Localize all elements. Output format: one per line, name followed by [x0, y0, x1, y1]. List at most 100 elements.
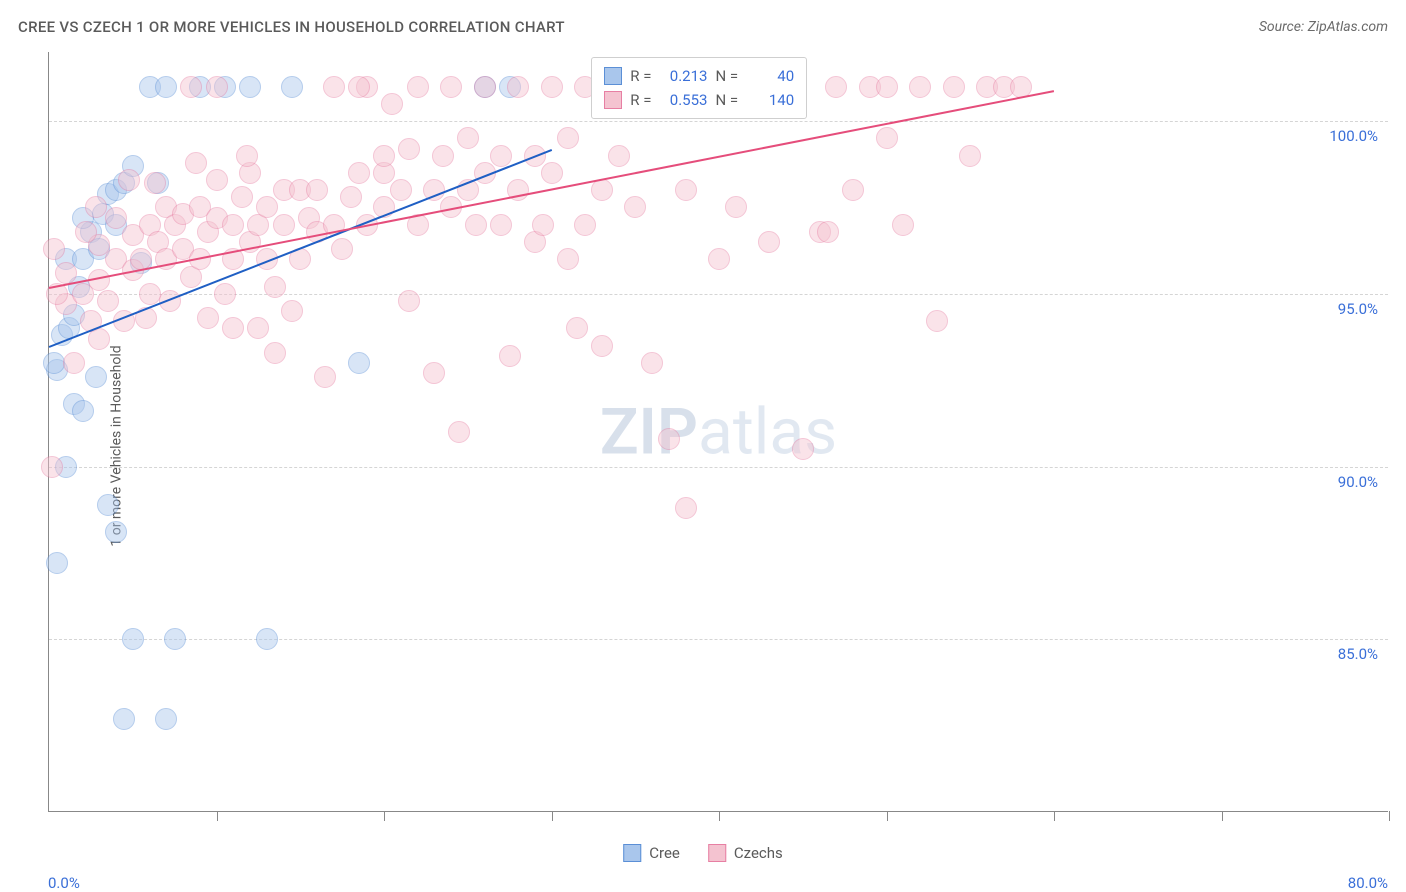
scatter-point: [113, 708, 135, 730]
scatter-point: [959, 145, 981, 167]
watermark-light: atlas: [698, 394, 837, 469]
x-tick: [217, 811, 218, 821]
x-tick: [1222, 811, 1223, 821]
scatter-point: [892, 214, 914, 236]
scatter-point: [72, 400, 94, 422]
scatter-point: [314, 366, 336, 388]
scatter-point: [206, 169, 228, 191]
scatter-point: [440, 76, 462, 98]
trend-line: [49, 90, 1054, 289]
scatter-point: [574, 214, 596, 236]
scatter-point: [348, 352, 370, 374]
scatter-point: [532, 214, 554, 236]
scatter-point: [281, 76, 303, 98]
scatter-point: [273, 214, 295, 236]
stats-legend-row: R = 0.553 N = 140: [604, 88, 794, 112]
legend-swatch: [708, 844, 726, 862]
scatter-point: [926, 310, 948, 332]
scatter-point: [214, 283, 236, 305]
legend-swatch: [623, 844, 641, 862]
scatter-point: [323, 76, 345, 98]
gridline: [49, 121, 1388, 122]
scatter-point: [105, 207, 127, 229]
bottom-legend-label: Czechs: [734, 844, 783, 862]
scatter-point: [105, 521, 127, 543]
scatter-point: [591, 179, 613, 201]
scatter-point: [817, 221, 839, 243]
scatter-point: [541, 76, 563, 98]
legend-n-label: N =: [715, 64, 738, 88]
chart-container: CREE VS CZECH 1 OR MORE VEHICLES IN HOUS…: [0, 0, 1406, 892]
scatter-point: [85, 196, 107, 218]
scatter-point: [197, 307, 219, 329]
scatter-point: [423, 362, 445, 384]
scatter-point: [43, 238, 65, 260]
scatter-point: [557, 127, 579, 149]
scatter-point: [876, 127, 898, 149]
scatter-point: [63, 352, 85, 374]
scatter-point: [43, 352, 65, 374]
scatter-point: [675, 179, 697, 201]
scatter-point: [432, 145, 454, 167]
scatter-point: [909, 76, 931, 98]
scatter-point: [306, 179, 328, 201]
scatter-point: [256, 196, 278, 218]
scatter-point: [608, 145, 630, 167]
scatter-point: [658, 428, 680, 450]
scatter-point: [264, 276, 286, 298]
x-tick: [719, 811, 720, 821]
scatter-point: [457, 127, 479, 149]
scatter-point: [97, 494, 119, 516]
stats-legend-row: R =0.213N =40: [604, 64, 794, 88]
scatter-point: [164, 628, 186, 650]
watermark-bold: ZIP: [600, 394, 698, 469]
scatter-point: [474, 76, 496, 98]
scatter-point: [144, 172, 166, 194]
scatter-point: [256, 628, 278, 650]
scatter-point: [943, 76, 965, 98]
legend-r-label: R =: [630, 88, 651, 112]
scatter-point: [390, 179, 412, 201]
chart-title: CREE VS CZECH 1 OR MORE VEHICLES IN HOUS…: [18, 18, 565, 36]
scatter-point: [758, 231, 780, 253]
legend-n-label: N =: [715, 88, 738, 112]
scatter-point: [448, 421, 470, 443]
legend-r-value: 0.553: [659, 88, 707, 112]
scatter-point: [499, 345, 521, 367]
bottom-legend-label: Cree: [649, 844, 680, 862]
scatter-point: [281, 300, 303, 322]
scatter-point: [792, 438, 814, 460]
scatter-point: [373, 145, 395, 167]
scatter-point: [490, 214, 512, 236]
scatter-point: [41, 456, 63, 478]
scatter-point: [348, 76, 370, 98]
x-tick: [1054, 811, 1055, 821]
bottom-legend-item: Cree: [623, 844, 680, 862]
scatter-point: [465, 214, 487, 236]
scatter-point: [139, 283, 161, 305]
x-axis-min-label: 0.0%: [48, 874, 80, 892]
y-tick-label: 100.0%: [1329, 127, 1378, 145]
scatter-point: [236, 145, 258, 167]
scatter-point: [239, 76, 261, 98]
scatter-point: [222, 214, 244, 236]
scatter-point: [55, 262, 77, 284]
scatter-point: [340, 186, 362, 208]
title-bar: CREE VS CZECH 1 OR MORE VEHICLES IN HOUS…: [18, 18, 1388, 36]
scatter-point: [97, 290, 119, 312]
scatter-point: [876, 76, 898, 98]
stats-legend: R =0.213N =40R = 0.553 N = 140: [591, 57, 807, 119]
scatter-point: [507, 76, 529, 98]
scatter-point: [641, 352, 663, 374]
scatter-point: [381, 93, 403, 115]
scatter-point: [566, 317, 588, 339]
scatter-point: [231, 186, 253, 208]
scatter-point: [825, 76, 847, 98]
legend-n-value: 140: [746, 88, 794, 112]
scatter-point: [591, 335, 613, 357]
y-tick-label: 85.0%: [1338, 645, 1378, 663]
scatter-point: [85, 366, 107, 388]
scatter-point: [398, 290, 420, 312]
scatter-point: [118, 169, 140, 191]
y-tick-label: 90.0%: [1338, 473, 1378, 491]
